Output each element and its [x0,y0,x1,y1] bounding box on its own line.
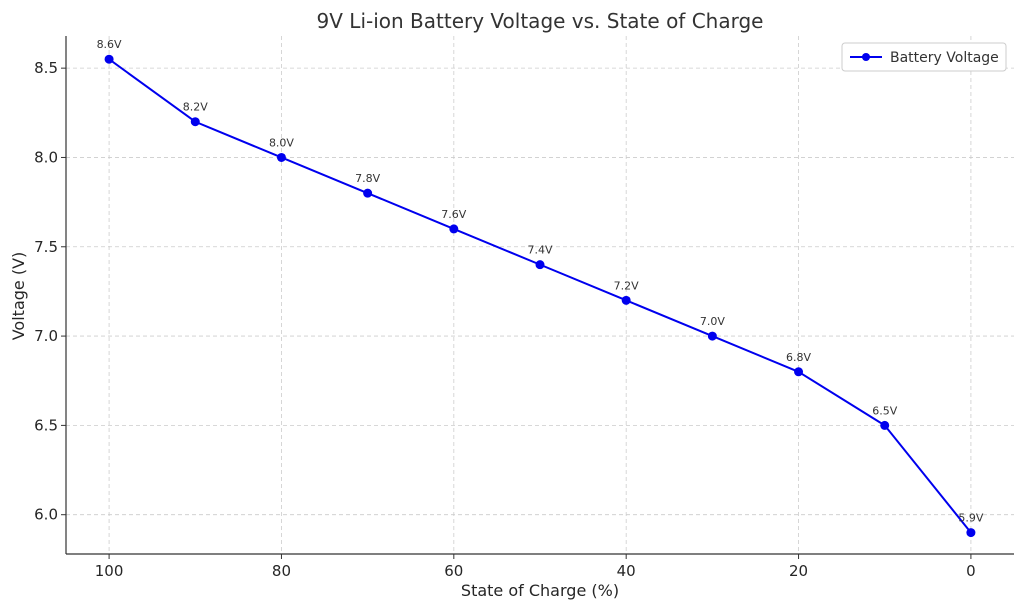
legend-label: Battery Voltage [890,50,999,66]
data-labels: 8.6V 8.2V 8.0V 7.8V 7.6V 7.4V 7.2V 7.0V 6.8V 6.5V… [97,38,984,524]
y-tick-label: 8.5 [34,59,58,77]
data-point-label: 7.6V [441,208,466,221]
x-tick-label: 60 [444,562,463,580]
legend-box [841,42,1007,72]
data-point-label: 7.4V [527,244,552,257]
data-point-label: 6.8V [786,351,811,364]
y-tick-label: 6.5 [34,416,58,434]
axes: 100 80 60 40 20 0 6.0 6.5 7.0 7.5 8.0 8.5 [34,36,1014,580]
data-point [966,528,976,538]
data-point-label: 8.6V [97,38,122,51]
data-point-label: 8.0V [269,136,294,149]
data-point [363,188,373,198]
data-point-label: 7.8V [355,172,380,185]
legend-marker-swatch [862,53,870,61]
x-tick-label: 40 [617,562,636,580]
data-point-label: 8.2V [183,101,208,114]
y-tick-label: 7.5 [34,238,58,256]
data-point [449,224,459,234]
x-axis-label: State of Charge (%) [461,581,619,600]
y-tick-label: 7.0 [34,327,58,345]
grid-lines [66,36,1014,554]
data-point [621,295,631,305]
data-point [707,331,717,341]
data-point [104,54,114,64]
data-point [276,152,286,162]
series-line [108,58,972,534]
legend: Battery Voltage [841,42,1007,72]
data-point-label: 5.9V [958,512,983,525]
y-tick-label: 6.0 [34,506,58,524]
series-layer [104,54,976,538]
x-tick-label: 20 [789,562,808,580]
data-point-label: 7.0V [700,315,725,328]
x-tick-label: 100 [95,562,124,580]
data-point [880,420,890,430]
y-tick-label: 8.0 [34,148,58,166]
data-point [535,260,545,270]
data-point [190,117,200,127]
data-point [794,367,804,377]
x-tick-label: 0 [966,562,976,580]
chart-title: 9V Li-ion Battery Voltage vs. State of C… [317,9,764,33]
x-tick-label: 80 [272,562,291,580]
data-point-label: 7.2V [614,279,639,292]
data-point-label: 6.5V [872,404,897,417]
y-axis-label: Voltage (V) [9,252,28,341]
